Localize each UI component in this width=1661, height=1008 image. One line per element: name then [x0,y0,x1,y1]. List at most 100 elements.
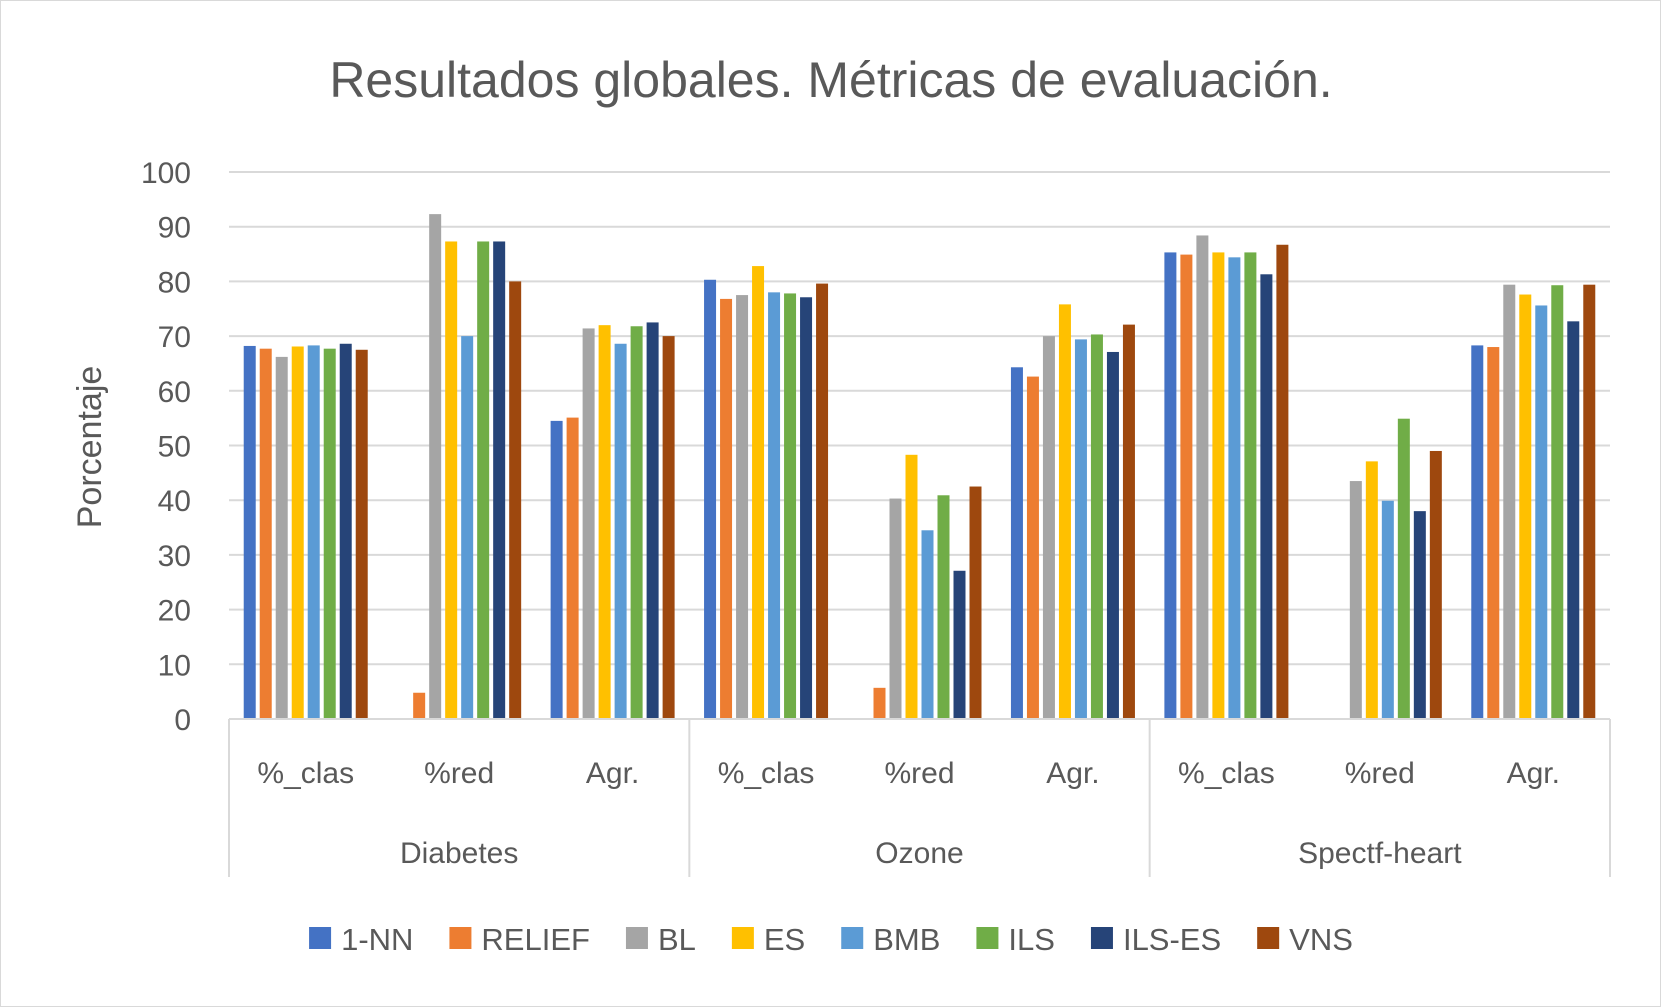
legend-label: BL [658,922,696,957]
y-tick-label: 80 [158,266,191,299]
bars [243,214,1596,720]
legend-label: BMB [873,922,940,957]
bar-relief-6 [1180,254,1193,720]
bar-bl-2 [582,328,595,719]
bar-bmb-3 [768,292,781,719]
y-tick-label: 0 [174,704,191,737]
bar-relief-8 [1487,347,1500,719]
legend-swatch [449,927,472,949]
bar-es-1 [445,241,458,719]
bar-vns-0 [355,349,368,719]
legend-swatch [841,927,864,949]
legend-label: ILS-ES [1123,922,1221,957]
bar-vns-8 [1583,284,1596,719]
bar-1-nn-5 [1010,367,1023,719]
bar-bl-0 [275,356,288,719]
x-tick-label: Agr. [1507,757,1560,790]
bar-bmb-6 [1228,257,1241,719]
y-axis-label: Porcentaje [71,366,109,529]
bar-ils-4 [937,495,950,719]
x-tick-label: Agr. [586,757,639,790]
bar-vns-3 [816,283,829,719]
x-tick-label: %_clas [718,757,815,790]
x-tick-label: %_clas [1178,757,1275,790]
bar-relief-1 [413,692,426,719]
bar-relief-3 [720,298,733,719]
x-tick-label: %red [884,757,954,790]
y-tick-label: 10 [158,649,191,682]
bar-vns-5 [1122,324,1135,719]
bar-es-2 [598,325,611,719]
legend-label: RELIEF [481,922,590,957]
bar-vns-7 [1429,450,1442,719]
y-tick-label: 20 [158,595,191,628]
legend-label: ILS [1008,922,1055,957]
bar-bl-4 [889,498,902,719]
bar-es-8 [1519,294,1532,719]
bar-ils-5 [1090,334,1103,719]
bar-ils-7 [1397,418,1410,719]
bar-relief-4 [873,687,886,719]
bar-relief-5 [1026,376,1039,719]
bar-es-7 [1365,461,1378,719]
legend-swatch [1090,927,1113,949]
gridlines: 0 10 20 30 40 50 60 70 80 90 100 [141,157,1610,737]
bar-es-0 [291,346,304,719]
bar-1-nn-2 [550,420,563,719]
bar-ils-6 [1244,252,1257,719]
bar-bl-8 [1503,284,1516,719]
bar-ils-3 [784,293,797,719]
bar-bmb-5 [1074,339,1087,719]
x-tick-label: %red [1345,757,1415,790]
y-tick-label: 100 [141,157,191,190]
bar-vns-4 [969,486,982,719]
legend-swatch [625,927,648,949]
x-axis: %_clas %red Agr. Diabetes %_clas %red Agr. Ozon… [228,718,1611,877]
legend-swatch [976,927,999,949]
bar-ils-es-5 [1106,351,1119,719]
bar-1-nn-3 [704,279,717,719]
bar-bl-5 [1042,336,1055,719]
bar-ils-es-1 [493,241,506,719]
bar-es-6 [1212,252,1225,719]
bar-ils-es-0 [339,343,352,719]
legend-swatch [309,927,332,949]
bar-bmb-2 [614,343,627,719]
bar-ils-es-6 [1260,274,1273,719]
bar-bmb-4 [921,530,934,719]
x-tick-label: %_clas [257,757,354,790]
y-tick-label: 60 [158,376,191,409]
legend-label: 1-NN [341,922,413,957]
legend-swatch [731,927,754,949]
bar-bmb-8 [1535,305,1548,719]
group-label: Spectf-heart [1298,837,1462,870]
bar-es-4 [905,454,918,719]
x-tick-label: Agr. [1046,757,1099,790]
chart-title: Resultados globales. Métricas de evaluac… [329,52,1332,108]
bar-ils-0 [323,348,336,719]
y-tick-label: 50 [158,431,191,464]
bar-vns-6 [1276,244,1289,719]
bar-ils-2 [630,326,643,719]
y-tick-label: 70 [158,321,191,354]
group-label: Diabetes [400,837,518,870]
bar-ils-es-3 [800,297,813,719]
bar-ils-1 [477,241,490,719]
bar-1-nn-6 [1164,252,1177,719]
bar-es-5 [1058,304,1071,719]
x-tick-label: %red [424,757,494,790]
group-label: Ozone [875,837,963,870]
bar-ils-8 [1551,285,1564,719]
bar-1-nn-0 [243,345,256,719]
bar-vns-1 [509,281,522,719]
bar-ils-es-4 [953,570,966,719]
bar-ils-es-8 [1567,321,1580,719]
bar-bl-1 [429,214,442,719]
bar-bmb-7 [1381,500,1394,719]
y-tick-label: 90 [158,212,191,245]
bar-bmb-0 [307,345,320,719]
legend-swatch [1257,927,1280,949]
y-tick-label: 40 [158,485,191,518]
